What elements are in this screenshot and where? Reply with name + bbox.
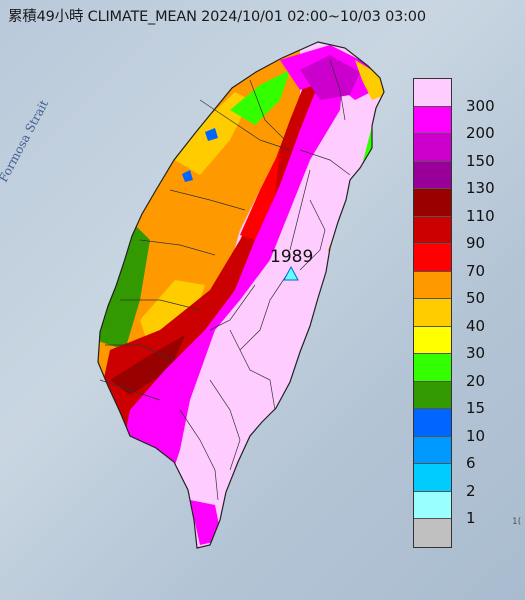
coastline	[97, 41, 385, 549]
rainfall-bands	[98, 42, 384, 548]
legend-tick-label: 20	[466, 371, 486, 390]
legend-swatch	[414, 244, 451, 272]
band-darkred-south	[110, 335, 185, 395]
band-tip-yellow	[355, 60, 384, 100]
legend-tick-label: 30	[466, 344, 486, 362]
legend-swatch	[414, 79, 451, 107]
legend-tick-label: 15	[466, 399, 486, 417]
legend-swatch	[414, 106, 451, 134]
legend-swatch	[414, 134, 451, 162]
legend-tick-label: 40	[466, 316, 486, 335]
band-green-south	[98, 225, 150, 350]
legend-swatch	[414, 519, 451, 547]
legend-tick-label: 150	[466, 151, 495, 170]
legend-swatch	[414, 326, 451, 354]
legend-swatch	[414, 161, 451, 189]
triangle-marker	[283, 265, 299, 281]
legend-swatch	[414, 216, 451, 244]
legend-swatch	[414, 464, 451, 492]
legend-tick-label: 300	[466, 96, 495, 115]
legend-tick-label: 6	[466, 454, 476, 472]
legend-swatch	[414, 299, 451, 327]
legend-swatch	[414, 189, 451, 217]
legend-tick-label: 70	[466, 261, 486, 280]
legend-swatch	[414, 436, 451, 464]
band-green-north	[230, 70, 290, 125]
admin-borders	[99, 59, 351, 501]
legend-tick-label: 200	[466, 124, 495, 142]
spot-blue-2	[182, 170, 193, 182]
band-purple-north	[300, 55, 360, 100]
legend-swatch	[414, 491, 451, 519]
legend-swatch	[414, 354, 451, 382]
band-magenta	[120, 55, 345, 480]
peak-station-label: 1989	[270, 247, 314, 267]
legend-tick-label: 130	[466, 179, 495, 197]
legend-tick-label: 2	[466, 481, 476, 500]
legend-tick-label: 1	[466, 509, 476, 527]
legend-color-bar	[413, 78, 452, 548]
legend-swatch	[414, 381, 451, 409]
legend-tick-label: 10	[466, 426, 486, 445]
band-red	[98, 60, 330, 440]
spot-blue-1	[205, 128, 218, 141]
legend-tick-label: 90	[466, 234, 486, 252]
map-title: 累積49小時 CLIMATE_MEAN 2024/10/01 02:00~10/…	[8, 9, 426, 25]
legend-swatch	[414, 409, 451, 437]
legend-tick-label: 110	[466, 206, 495, 225]
legend-tick-label: 50	[466, 289, 486, 307]
band-brightred	[240, 150, 280, 240]
legend-swatch	[414, 271, 451, 299]
corner-text: 1(	[512, 517, 522, 527]
